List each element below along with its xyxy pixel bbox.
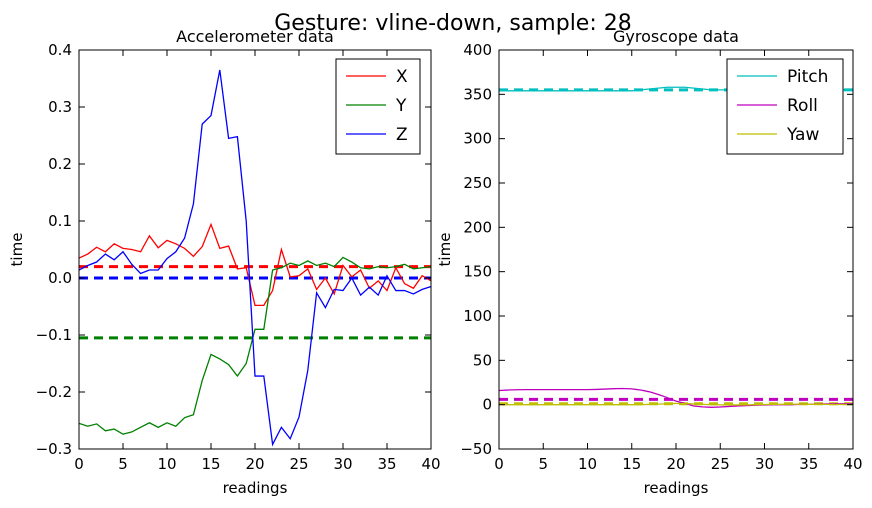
x-tick-label: 25 (711, 455, 730, 473)
x-tick-label: 15 (201, 455, 220, 473)
y-tick-label: 0 (482, 396, 492, 414)
x-tick-label: 15 (622, 455, 641, 473)
legend: Pitch Roll Yaw (726, 58, 844, 155)
y-tick-label: −50 (460, 440, 492, 458)
legend-label-y: Y (395, 96, 407, 116)
x-axis-label: readings (223, 479, 288, 497)
legend-label-pitch: Pitch (787, 67, 828, 87)
y-tick-label: 300 (463, 130, 492, 148)
y-tick-label: 400 (463, 41, 492, 59)
series-line-y (79, 256, 431, 435)
x-axis-label: readings (644, 479, 709, 497)
x-tick-label: 10 (157, 455, 176, 473)
series-line-yaw (499, 402, 853, 406)
x-tick-label: 30 (333, 455, 352, 473)
accelerometer-chart: 0 5 10 15 20 25 30 35 40 −0.3 −0.2 −0.1 0.0 0.1 0.2 0.3… (8, 27, 441, 497)
x-tick-label: 40 (421, 455, 440, 473)
x-tick-label: 35 (377, 455, 396, 473)
y-tick-label: 50 (473, 351, 492, 369)
y-tick-label: 0.3 (48, 98, 72, 116)
legend-label-yaw: Yaw (786, 125, 819, 145)
x-tick-label: 20 (245, 455, 264, 473)
x-tick-label: 30 (755, 455, 774, 473)
y-tick-label: 0.2 (48, 155, 72, 173)
series-line-x (79, 222, 431, 307)
chart-title: Gyroscope data (613, 27, 739, 46)
x-tick-label: 20 (666, 455, 685, 473)
x-tick-label: 0 (494, 455, 504, 473)
legend: XYZ (335, 58, 421, 155)
x-tick-label: 25 (289, 455, 308, 473)
y-tick-label: 200 (463, 218, 492, 236)
y-tick-label: 0.0 (48, 269, 72, 287)
y-tick-label: 0.1 (48, 212, 72, 230)
series-line-z (79, 69, 431, 447)
legend-box (335, 58, 421, 155)
gyroscope-chart: 0 5 10 15 20 25 30 35 40−50050100150200250300350… (436, 27, 863, 497)
chart-title: Accelerometer data (176, 27, 334, 46)
x-tick-label: 40 (843, 455, 862, 473)
x-tick-label: 10 (578, 455, 597, 473)
y-tick-label: 250 (463, 174, 492, 192)
data-layer (79, 69, 431, 447)
y-tick-label: 0.4 (48, 41, 72, 59)
y-tick-label: −0.1 (36, 326, 72, 344)
legend-label-x: X (396, 67, 408, 87)
y-tick-label: −0.3 (36, 440, 72, 458)
y-tick-label: 100 (463, 307, 492, 325)
x-tick-label: 35 (799, 455, 818, 473)
y-axis-label: time (436, 233, 454, 267)
y-tick-label: 150 (463, 263, 492, 281)
x-tick-label: 5 (538, 455, 548, 473)
x-tick-label: 5 (118, 455, 128, 473)
y-tick-label: 350 (463, 85, 492, 103)
y-tick-label: −0.2 (36, 383, 72, 401)
figure-suptitle: Gesture: vline-down, sample: 28 (274, 11, 632, 36)
legend-label-z: Z (396, 125, 408, 145)
legend-box (726, 58, 844, 155)
x-tick-label: 0 (74, 455, 84, 473)
legend-label-roll: Roll (787, 96, 818, 116)
y-axis-label: time (8, 233, 26, 267)
